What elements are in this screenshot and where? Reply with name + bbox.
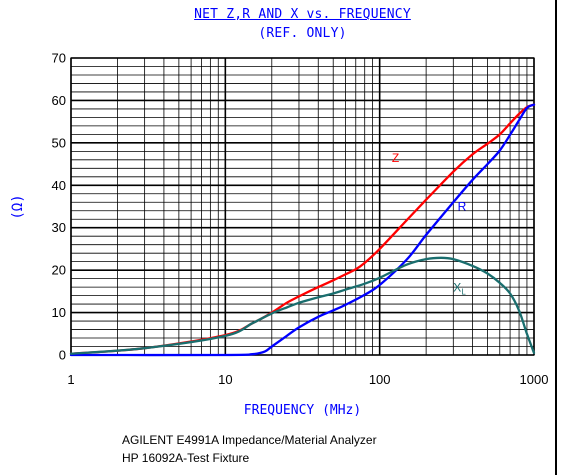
chart-title: NET Z,R AND X vs. FREQUENCY [194, 7, 411, 22]
plot-border [70, 57, 535, 356]
instrument-note: AGILENT E4991A Impedance/Material Analyz… [122, 433, 377, 447]
y-tick-label: 60 [52, 93, 66, 108]
chart-subtitle: (REF. ONLY) [258, 26, 347, 41]
series-label-z: Z [392, 151, 399, 165]
series-label-x: XL [453, 280, 466, 296]
x-tick-label: 1000 [520, 372, 549, 387]
x-tick-label: 100 [369, 372, 391, 387]
fixture-note: HP 16092A-Test Fixture [122, 451, 250, 465]
series-line-r [69, 103, 536, 357]
y-tick-label: 30 [52, 220, 66, 235]
series-line-x [69, 256, 536, 355]
tick-labels: 0 10 20 30 40 50 60 70 1 10 100 1000 [52, 51, 549, 388]
x-tick-label: 10 [218, 372, 232, 387]
y-tick-label: 50 [52, 135, 66, 150]
series-label-r: R [458, 200, 467, 214]
series-lines [69, 103, 536, 357]
y-tick-label: 40 [52, 178, 66, 193]
y-tick-label: 0 [59, 348, 66, 363]
y-tick-label: 70 [52, 51, 66, 66]
series-line-z [69, 103, 536, 355]
y-tick-label: 20 [52, 263, 66, 278]
x-axis-label: FREQUENCY (MHz) [243, 403, 362, 418]
series-label-subscript: L [461, 287, 466, 296]
y-tick-label: 10 [52, 305, 66, 320]
x-tick-label: 1 [67, 372, 74, 387]
grid [70, 57, 535, 356]
